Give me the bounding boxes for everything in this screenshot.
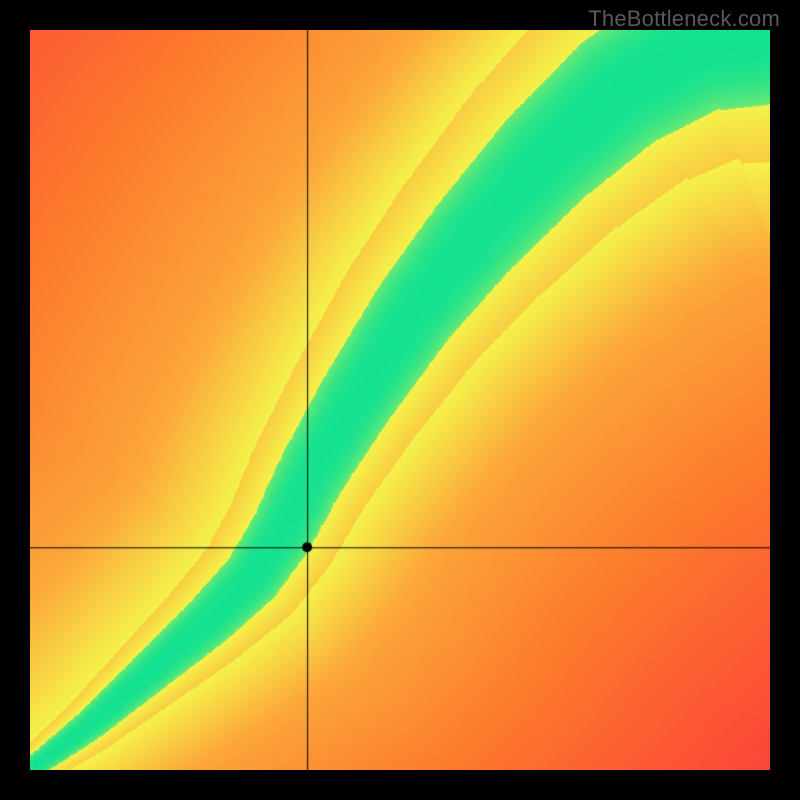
watermark-text: TheBottleneck.com: [588, 6, 780, 32]
chart-container: TheBottleneck.com: [0, 0, 800, 800]
heatmap-canvas: [30, 30, 770, 770]
